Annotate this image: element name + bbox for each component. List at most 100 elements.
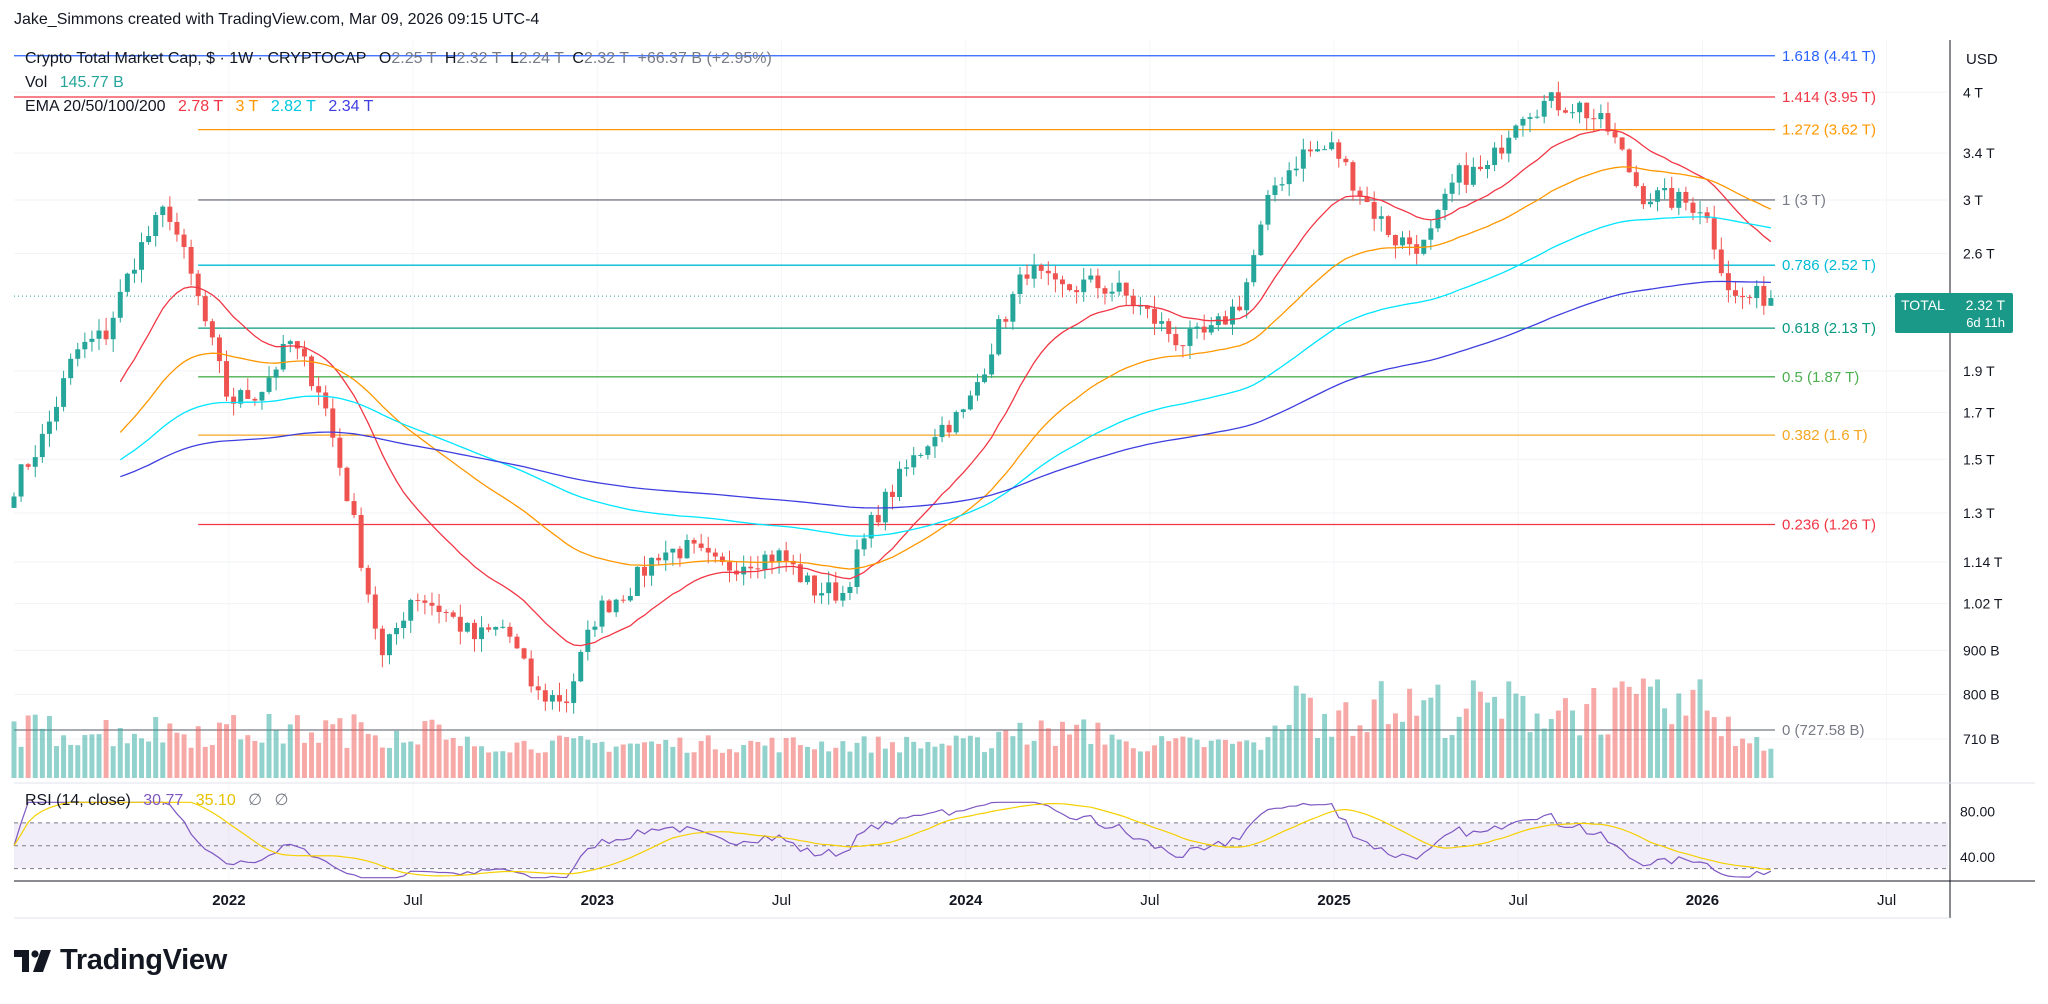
volume-bar bbox=[1761, 750, 1767, 778]
candle-body bbox=[1364, 196, 1370, 203]
candle-body bbox=[911, 455, 917, 468]
volume-bar bbox=[1343, 702, 1349, 778]
candle-body bbox=[748, 566, 754, 569]
candle-body bbox=[231, 396, 237, 404]
y-tick-label: 1.02 T bbox=[1963, 596, 2003, 612]
candle-body bbox=[1272, 185, 1278, 195]
candle-body bbox=[188, 246, 194, 274]
fib-label: 1 (3 T) bbox=[1782, 192, 1826, 209]
volume-bar bbox=[1222, 739, 1228, 778]
volume-bar bbox=[642, 742, 647, 778]
volume-bar bbox=[812, 749, 817, 778]
volume-bar bbox=[1421, 700, 1427, 778]
candle-body bbox=[1074, 290, 1080, 293]
volume-bar bbox=[627, 743, 633, 778]
volume-bar bbox=[124, 743, 130, 778]
candle-body bbox=[1548, 92, 1554, 101]
rsi-legend[interactable]: RSI (14, close) 30.77 35.10 ∅ ∅ bbox=[25, 790, 289, 810]
volume-bar bbox=[54, 746, 59, 778]
volume-bar bbox=[1052, 745, 1058, 778]
volume-bar bbox=[401, 742, 407, 778]
volume-bar bbox=[1647, 686, 1653, 778]
candle-body bbox=[1265, 194, 1271, 225]
x-tick-label: 2026 bbox=[1686, 892, 1719, 909]
volume-legend[interactable]: Vol 145.77 B bbox=[25, 74, 124, 92]
candle-body bbox=[1570, 112, 1576, 114]
candle-body bbox=[471, 622, 477, 640]
candle-body bbox=[1414, 244, 1420, 254]
candle-body bbox=[394, 628, 400, 635]
volume-bar bbox=[224, 724, 230, 778]
volume-bar bbox=[1499, 718, 1505, 778]
candle-body bbox=[627, 595, 633, 601]
volume-bar bbox=[1605, 734, 1611, 778]
x-tick-label: 2023 bbox=[581, 892, 614, 909]
candle-body bbox=[514, 636, 520, 649]
rsi-ma-line bbox=[13, 801, 1771, 877]
volume-bar bbox=[1272, 725, 1278, 778]
rsi-tick-label: 80.00 bbox=[1960, 803, 1995, 819]
candle-body bbox=[1286, 170, 1292, 185]
currency-label[interactable]: USD bbox=[1966, 51, 1998, 68]
fib-label: 1.414 (3.95 T) bbox=[1782, 89, 1876, 106]
candle-body bbox=[330, 408, 336, 438]
volume-bar bbox=[613, 746, 619, 778]
volume-bar bbox=[131, 733, 137, 778]
candle-body bbox=[953, 412, 959, 433]
candle-body bbox=[195, 273, 201, 297]
candle-body bbox=[1315, 149, 1320, 152]
volume-bar bbox=[1662, 708, 1668, 778]
volume-bar bbox=[471, 746, 477, 778]
volume-bar bbox=[1251, 742, 1257, 778]
candle-body bbox=[1718, 249, 1724, 274]
high-label: H bbox=[444, 50, 457, 67]
volume-bar bbox=[1074, 724, 1080, 778]
candle-body bbox=[386, 634, 392, 656]
volume-bar bbox=[507, 752, 513, 778]
candle-body bbox=[1711, 218, 1717, 250]
volume-bar bbox=[634, 743, 640, 778]
volume-bar bbox=[18, 746, 24, 778]
candle-body bbox=[323, 392, 329, 409]
x-tick-label: Jul bbox=[772, 892, 791, 909]
volume-bar bbox=[344, 747, 350, 778]
volume-bar bbox=[656, 743, 662, 778]
volume-bar bbox=[1364, 732, 1370, 778]
symbol-legend[interactable]: Crypto Total Market Cap, $ · 1W · CRYPTO… bbox=[25, 50, 772, 68]
volume-bar bbox=[585, 739, 591, 778]
candle-body bbox=[812, 575, 817, 596]
open-value: 2.25 T bbox=[391, 50, 437, 67]
price-tag-symbol: TOTAL bbox=[1901, 297, 1945, 313]
volume-bar bbox=[1463, 708, 1469, 778]
volume-bar bbox=[280, 743, 286, 778]
candle-body bbox=[160, 206, 166, 216]
ema-label: EMA 20/50/100/200 bbox=[25, 98, 166, 115]
tradingview-logo[interactable]: TradingView bbox=[14, 944, 227, 977]
candle-body bbox=[139, 242, 144, 270]
volume-bar bbox=[1577, 735, 1583, 778]
volume-bar bbox=[1456, 716, 1462, 778]
symbol-name[interactable]: Crypto Total Market Cap, $ · 1W · CRYPTO… bbox=[25, 50, 367, 67]
candle-body bbox=[507, 626, 513, 637]
candle-body bbox=[719, 556, 725, 563]
candle-body bbox=[316, 386, 322, 393]
candle-body bbox=[1088, 275, 1094, 280]
candle-body bbox=[1400, 237, 1405, 246]
volume-bar bbox=[160, 742, 166, 778]
candle-body bbox=[1612, 131, 1618, 138]
volume-bar bbox=[712, 749, 718, 778]
volume-bar bbox=[1045, 728, 1051, 778]
volume-bar bbox=[1017, 722, 1023, 778]
volume-bar bbox=[868, 752, 874, 778]
volume-bar bbox=[46, 715, 52, 778]
volume-bar bbox=[1520, 695, 1526, 778]
volume-bar bbox=[1449, 735, 1455, 778]
volume-bar bbox=[1201, 747, 1207, 778]
ema-legend[interactable]: EMA 20/50/100/200 2.78 T 3 T 2.82 T 2.34… bbox=[25, 98, 373, 116]
candle-body bbox=[1392, 234, 1398, 246]
volume-bar bbox=[1591, 687, 1597, 778]
candle-body bbox=[259, 391, 265, 401]
candle-body bbox=[1747, 297, 1753, 299]
candle-body bbox=[606, 600, 612, 613]
